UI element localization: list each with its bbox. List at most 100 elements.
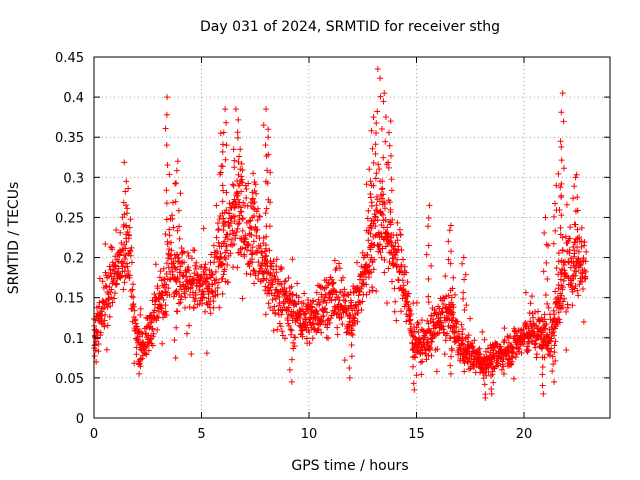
data-point bbox=[354, 284, 361, 291]
data-point bbox=[392, 298, 399, 305]
data-point bbox=[444, 330, 451, 337]
data-point bbox=[462, 271, 469, 278]
data-point bbox=[240, 199, 247, 206]
data-point bbox=[529, 338, 536, 345]
data-point bbox=[358, 286, 365, 293]
data-point bbox=[313, 307, 320, 314]
data-point bbox=[433, 368, 440, 375]
data-point bbox=[160, 296, 167, 303]
data-point bbox=[426, 327, 433, 334]
data-point bbox=[120, 260, 127, 267]
data-point bbox=[121, 279, 128, 286]
data-point bbox=[535, 308, 542, 315]
data-point bbox=[163, 111, 170, 118]
data-point bbox=[434, 345, 441, 352]
data-point bbox=[425, 242, 432, 249]
data-point bbox=[381, 90, 388, 97]
data-point bbox=[558, 282, 565, 289]
data-point bbox=[448, 353, 455, 360]
data-point bbox=[163, 281, 170, 288]
data-point bbox=[454, 318, 461, 325]
data-point bbox=[546, 352, 553, 359]
data-point bbox=[209, 271, 216, 278]
data-point bbox=[374, 217, 381, 224]
data-point bbox=[382, 114, 389, 121]
data-point bbox=[551, 315, 558, 322]
data-point bbox=[423, 356, 430, 363]
data-point bbox=[95, 348, 102, 355]
data-point bbox=[542, 292, 549, 299]
data-point bbox=[185, 264, 192, 271]
data-point bbox=[527, 318, 534, 325]
data-point bbox=[465, 332, 472, 339]
data-point bbox=[234, 129, 241, 136]
data-point bbox=[522, 289, 529, 296]
data-point bbox=[165, 285, 172, 292]
data-point bbox=[313, 289, 320, 296]
data-point bbox=[263, 252, 270, 259]
data-point bbox=[176, 235, 183, 242]
data-point bbox=[263, 233, 270, 240]
data-point bbox=[583, 248, 590, 255]
data-point bbox=[170, 199, 177, 206]
data-point bbox=[572, 208, 579, 215]
data-point bbox=[548, 335, 555, 342]
data-point bbox=[166, 276, 173, 283]
data-point bbox=[260, 275, 267, 282]
data-point bbox=[423, 251, 430, 258]
data-point bbox=[235, 116, 242, 123]
data-point bbox=[106, 313, 113, 320]
data-point bbox=[442, 337, 449, 344]
data-point bbox=[372, 213, 379, 220]
data-point bbox=[214, 248, 221, 255]
data-point bbox=[113, 281, 120, 288]
data-point bbox=[450, 304, 457, 311]
data-point bbox=[373, 130, 380, 137]
data-point bbox=[410, 380, 417, 387]
data-point bbox=[388, 187, 395, 194]
data-point bbox=[151, 291, 158, 298]
data-point bbox=[573, 171, 580, 178]
data-point bbox=[216, 171, 223, 178]
data-point bbox=[509, 355, 516, 362]
data-point bbox=[377, 75, 384, 82]
data-point bbox=[94, 335, 101, 342]
data-point bbox=[560, 118, 567, 125]
data-point bbox=[156, 308, 163, 315]
data-point bbox=[397, 231, 404, 238]
data-point bbox=[186, 322, 193, 329]
data-point bbox=[201, 294, 208, 301]
data-point bbox=[121, 256, 128, 263]
data-point bbox=[353, 259, 360, 266]
data-point bbox=[458, 321, 465, 328]
data-point bbox=[417, 359, 424, 366]
data-point bbox=[107, 303, 114, 310]
data-point bbox=[192, 295, 199, 302]
data-point bbox=[348, 299, 355, 306]
data-point bbox=[91, 326, 98, 333]
data-point bbox=[450, 274, 457, 281]
ticks: 0 0.05 0.1 0.15 0.2 0.25 0.3 0.35 0.4 0.45 0 5 10 15 2… bbox=[55, 51, 610, 442]
data-point bbox=[247, 271, 254, 278]
data-point bbox=[377, 241, 384, 248]
data-point bbox=[482, 362, 489, 369]
data-point bbox=[253, 190, 260, 197]
data-point bbox=[572, 283, 579, 290]
data-point bbox=[451, 291, 458, 298]
data-point bbox=[449, 347, 456, 354]
data-point bbox=[459, 326, 466, 333]
data-point bbox=[281, 278, 288, 285]
data-point bbox=[269, 296, 276, 303]
data-point bbox=[572, 221, 579, 228]
data-point bbox=[385, 197, 392, 204]
data-point bbox=[555, 258, 562, 265]
data-point bbox=[582, 258, 589, 265]
data-point bbox=[388, 278, 395, 285]
data-point bbox=[171, 337, 178, 344]
data-point bbox=[348, 353, 355, 360]
data-point bbox=[267, 304, 274, 311]
data-point bbox=[120, 286, 127, 293]
data-point bbox=[173, 278, 180, 285]
data-point bbox=[365, 274, 372, 281]
data-point bbox=[505, 334, 512, 341]
